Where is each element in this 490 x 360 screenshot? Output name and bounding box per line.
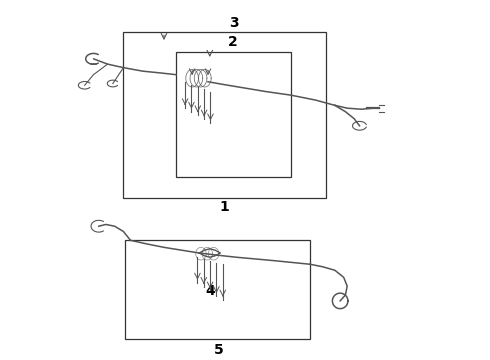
Bar — [123, 32, 326, 198]
Bar — [176, 52, 291, 177]
Text: 3: 3 — [230, 15, 239, 30]
Bar — [125, 240, 310, 339]
Text: 4: 4 — [205, 284, 215, 298]
Text: 5: 5 — [214, 343, 223, 357]
Text: 2: 2 — [228, 35, 238, 49]
Text: 1: 1 — [219, 200, 229, 214]
